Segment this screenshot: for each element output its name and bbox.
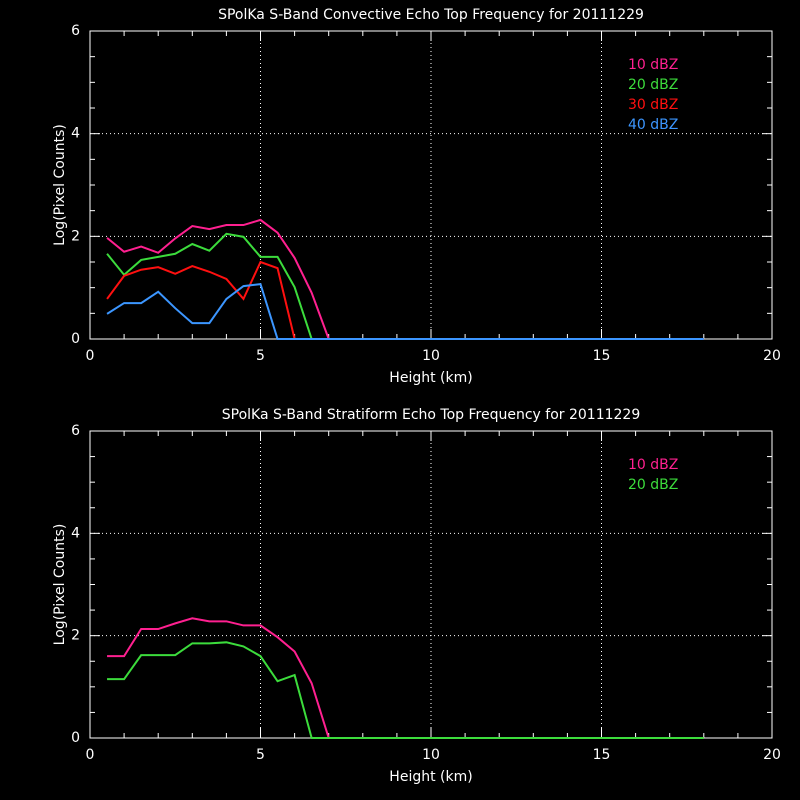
y-tick-label: 6 [71, 423, 80, 439]
x-tick-label: 15 [593, 747, 611, 763]
legend-entry: 10 dBZ [628, 57, 678, 73]
y-tick-label: 6 [71, 23, 80, 39]
legend-entry: 40 dBZ [628, 117, 678, 133]
legend-entry: 10 dBZ [628, 457, 678, 473]
legend-entry: 30 dBZ [628, 97, 678, 113]
y-tick-label: 4 [71, 126, 80, 142]
y-tick-label: 0 [71, 730, 80, 746]
x-tick-label: 5 [256, 747, 265, 763]
x-tick-label: 10 [422, 747, 440, 763]
y-axis-label: Log(Pixel Counts) [52, 524, 68, 646]
data-line [106, 260, 704, 340]
x-tick-label: 15 [593, 348, 611, 364]
y-tick-label: 2 [71, 628, 80, 644]
x-tick-label: 20 [763, 747, 781, 763]
y-tick-label: 4 [71, 525, 80, 541]
data-line [106, 218, 704, 340]
x-tick-label: 10 [422, 348, 440, 364]
legend-entry: 20 dBZ [628, 477, 678, 493]
data-line [106, 282, 704, 340]
y-axis-label: Log(Pixel Counts) [52, 124, 68, 246]
y-tick-label: 2 [71, 228, 80, 244]
x-tick-label: 0 [86, 747, 95, 763]
legend-entry: 20 dBZ [628, 77, 678, 93]
chart-title: SPolKa S-Band Stratiform Echo Top Freque… [222, 407, 641, 423]
chart: SPolKa S-Band Convective Echo Top Freque… [52, 7, 781, 386]
x-axis-label: Height (km) [389, 370, 472, 386]
data-line [107, 641, 704, 739]
data-line [107, 617, 704, 739]
chart-title: SPolKa S-Band Convective Echo Top Freque… [218, 7, 644, 23]
x-tick-label: 5 [256, 348, 265, 364]
y-tick-label: 0 [71, 331, 80, 347]
chart: SPolKa S-Band Stratiform Echo Top Freque… [52, 407, 781, 785]
x-axis-label: Height (km) [389, 769, 472, 785]
x-tick-label: 20 [763, 348, 781, 364]
x-tick-label: 0 [86, 348, 95, 364]
